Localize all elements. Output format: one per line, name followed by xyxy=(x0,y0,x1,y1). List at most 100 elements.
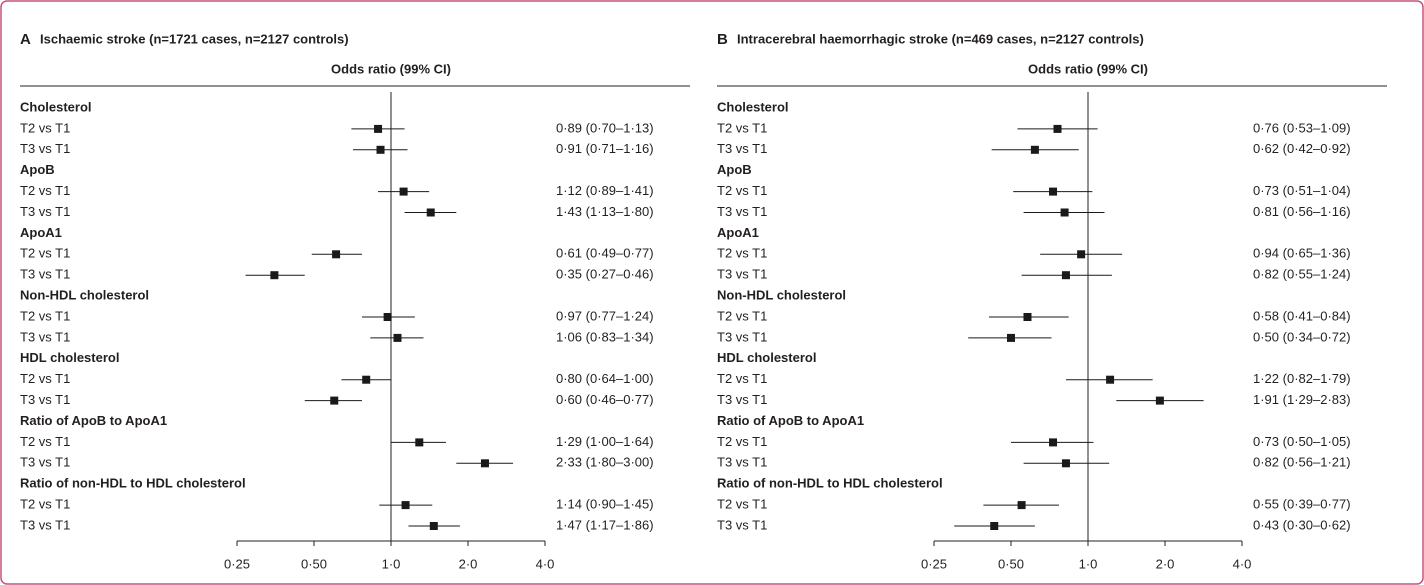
row-label: T3 vs T1 xyxy=(20,204,70,219)
group-label: ApoA1 xyxy=(717,225,759,240)
row-label: T3 vs T1 xyxy=(717,392,767,407)
value-label: 0·73 (0·50–1·05) xyxy=(1253,434,1351,449)
value-label: 2·33 (1·80–3·00) xyxy=(556,455,654,470)
row-label: T3 vs T1 xyxy=(717,267,767,282)
estimate xyxy=(1049,438,1058,447)
row-label: T2 vs T1 xyxy=(20,308,70,323)
x-tick-label: 0·25 xyxy=(921,556,947,571)
panel-title: Ischaemic stroke (n=1721 cases, n=2127 c… xyxy=(40,31,349,46)
estimate xyxy=(1023,313,1032,321)
group-label: Non-HDL cholesterol xyxy=(20,288,149,303)
value-label: 0·35 (0·27–0·46) xyxy=(556,267,654,282)
group-label: HDL cholesterol xyxy=(717,350,816,365)
estimate xyxy=(332,250,341,259)
estimate xyxy=(480,459,489,468)
estimate xyxy=(1061,459,1070,468)
value-label: 0·89 (0·70–1·13) xyxy=(556,120,654,135)
value-label: 0·80 (0·64–1·00) xyxy=(556,371,654,386)
row-label: T2 vs T1 xyxy=(20,246,70,261)
group-label: ApoB xyxy=(20,162,55,177)
value-label: 1·14 (0·90–1·45) xyxy=(556,497,654,512)
estimate xyxy=(426,208,435,217)
row-label: T3 vs T1 xyxy=(717,329,767,344)
group-label: Ratio of non-HDL to HDL cholesterol xyxy=(717,476,943,491)
estimate xyxy=(1061,271,1070,280)
axis-label: Odds ratio (99% CI) xyxy=(1028,61,1148,76)
row-label: T2 vs T1 xyxy=(717,183,767,198)
row-label: T2 vs T1 xyxy=(717,371,767,386)
value-label: 1·12 (0·89–1·41) xyxy=(556,183,654,198)
panel-letter: A xyxy=(20,31,31,48)
axis-label: Odds ratio (99% CI) xyxy=(331,61,451,76)
x-tick-label: 4·0 xyxy=(1233,556,1252,571)
row-label: T2 vs T1 xyxy=(717,308,767,323)
value-label: 0·43 (0·30–0·62) xyxy=(1253,517,1351,532)
group-label: Non-HDL cholesterol xyxy=(717,288,846,303)
row-label: T3 vs T1 xyxy=(20,392,70,407)
row-label: T2 vs T1 xyxy=(717,246,767,261)
estimate xyxy=(362,375,371,384)
row-label: T3 vs T1 xyxy=(20,267,70,282)
value-label: 0·94 (0·65–1·36) xyxy=(1253,246,1351,261)
group-label: Ratio of ApoB to ApoA1 xyxy=(20,413,167,428)
group-label: ApoB xyxy=(717,162,752,177)
row-label: T3 vs T1 xyxy=(717,517,767,532)
value-label: 0·55 (0·39–0·77) xyxy=(1253,497,1351,512)
group-label: Ratio of non-HDL to HDL cholesterol xyxy=(20,476,246,491)
estimate xyxy=(1155,396,1164,405)
value-label: 0·61 (0·49–0·77) xyxy=(556,246,654,261)
estimate xyxy=(330,396,339,405)
x-tick-label: 4·0 xyxy=(536,556,555,571)
value-label: 0·50 (0·34–0·72) xyxy=(1253,329,1351,344)
estimate xyxy=(401,501,410,510)
row-label: T3 vs T1 xyxy=(20,329,70,344)
panel-letter: B xyxy=(717,31,728,48)
estimate xyxy=(1077,250,1086,259)
value-label: 0·62 (0·42–0·92) xyxy=(1253,141,1351,156)
estimate xyxy=(1060,208,1069,217)
value-label: 1·29 (1·00–1·64) xyxy=(556,434,654,449)
estimate xyxy=(1030,145,1039,154)
estimate xyxy=(376,145,385,154)
group-label: Ratio of ApoB to ApoA1 xyxy=(717,413,864,428)
x-tick-label: 0·50 xyxy=(998,556,1024,571)
group-label: ApoA1 xyxy=(20,225,62,240)
value-label: 0·73 (0·51–1·04) xyxy=(1253,183,1351,198)
estimate xyxy=(1049,187,1058,196)
value-label: 0·60 (0·46–0·77) xyxy=(556,392,654,407)
row-label: T3 vs T1 xyxy=(717,204,767,219)
x-tick-label: 1·0 xyxy=(1079,556,1098,571)
value-label: 0·81 (0·56–1·16) xyxy=(1253,204,1351,219)
row-label: T3 vs T1 xyxy=(717,141,767,156)
x-tick-label: 0·50 xyxy=(301,556,327,571)
row-label: T2 vs T1 xyxy=(20,371,70,386)
row-label: T2 vs T1 xyxy=(20,120,70,135)
estimate xyxy=(374,124,383,133)
estimate xyxy=(383,313,392,321)
group-label: Cholesterol xyxy=(20,99,92,114)
estimate xyxy=(429,522,438,530)
value-label: 0·97 (0·77–1·24) xyxy=(556,308,654,323)
value-label: 0·76 (0·53–1·09) xyxy=(1253,120,1351,135)
panel-title: Intracerebral haemorrhagic stroke (n=469… xyxy=(737,31,1144,46)
x-tick-label: 1·0 xyxy=(382,556,401,571)
row-label: T3 vs T1 xyxy=(20,141,70,156)
value-label: 0·91 (0·71–1·16) xyxy=(556,141,654,156)
row-label: T2 vs T1 xyxy=(20,497,70,512)
value-label: 0·82 (0·55–1·24) xyxy=(1253,267,1351,282)
row-label: T2 vs T1 xyxy=(20,434,70,449)
estimate xyxy=(393,333,402,342)
estimate xyxy=(1017,501,1026,510)
row-label: T2 vs T1 xyxy=(20,183,70,198)
x-tick-label: 2·0 xyxy=(1156,556,1175,571)
group-label: Cholesterol xyxy=(717,99,789,114)
group-label: HDL cholesterol xyxy=(20,350,119,365)
row-label: T2 vs T1 xyxy=(717,120,767,135)
row-label: T2 vs T1 xyxy=(717,434,767,449)
x-tick-label: 2·0 xyxy=(459,556,478,571)
estimate xyxy=(1007,333,1015,342)
x-tick-label: 0·25 xyxy=(224,556,250,571)
estimate xyxy=(1106,375,1115,384)
